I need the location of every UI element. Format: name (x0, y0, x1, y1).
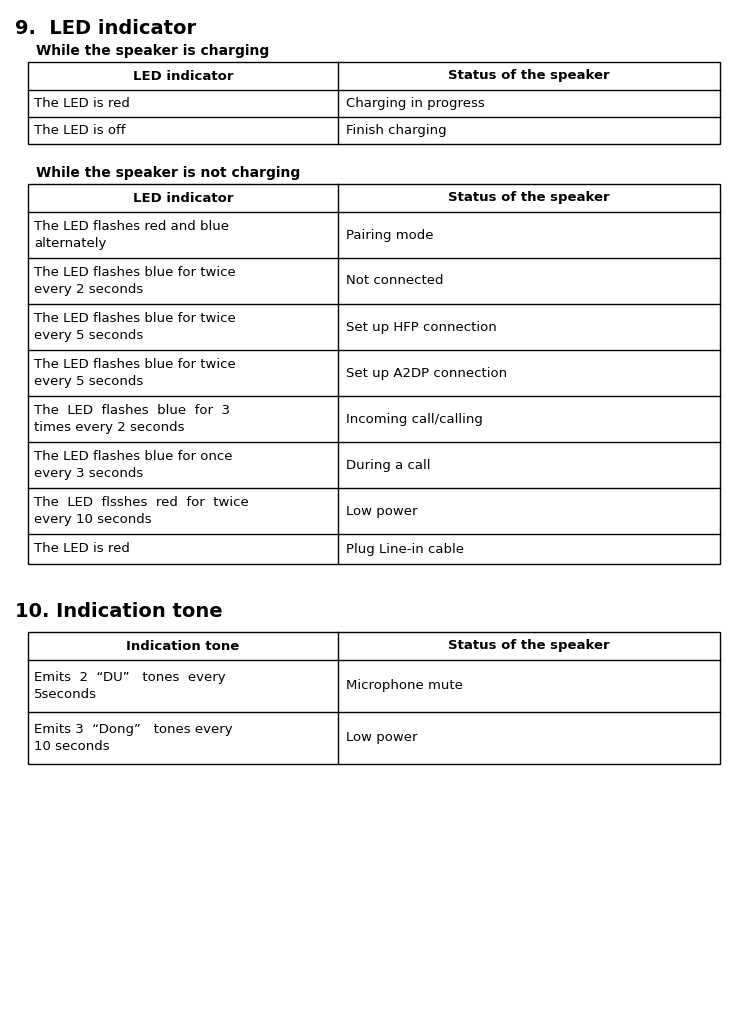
Text: The LED flashes blue for once
every 3 seconds: The LED flashes blue for once every 3 se… (34, 450, 233, 480)
Text: Status of the speaker: Status of the speaker (448, 640, 610, 653)
Text: Status of the speaker: Status of the speaker (448, 192, 610, 205)
Text: During a call: During a call (346, 458, 431, 471)
Bar (28, 62, 720, 90)
Text: The LED flashes blue for twice
every 5 seconds: The LED flashes blue for twice every 5 s… (34, 312, 236, 342)
Text: Indication tone: Indication tone (126, 640, 239, 653)
Text: Incoming call/calling: Incoming call/calling (346, 413, 483, 426)
Text: Set up HFP connection: Set up HFP connection (346, 321, 497, 334)
Text: Pairing mode: Pairing mode (346, 228, 434, 241)
Text: While the speaker is charging: While the speaker is charging (36, 44, 269, 58)
Text: LED indicator: LED indicator (132, 192, 233, 205)
Text: While the speaker is not charging: While the speaker is not charging (36, 166, 300, 180)
Text: 10. Indication tone: 10. Indication tone (15, 602, 223, 621)
Text: Microphone mute: Microphone mute (346, 679, 463, 692)
Bar (28, 184, 720, 564)
Text: Status of the speaker: Status of the speaker (448, 70, 610, 83)
Text: Plug Line-in cable: Plug Line-in cable (346, 543, 464, 556)
Text: The LED flashes red and blue
alternately: The LED flashes red and blue alternately (34, 220, 229, 250)
Text: The LED flashes blue for twice
every 5 seconds: The LED flashes blue for twice every 5 s… (34, 358, 236, 388)
Text: The  LED  flsshes  red  for  twice
every 10 seconds: The LED flsshes red for twice every 10 s… (34, 496, 249, 526)
Text: Emits  2  “DU”   tones  every
5seconds: Emits 2 “DU” tones every 5seconds (34, 671, 226, 701)
Text: The LED is red: The LED is red (34, 97, 130, 110)
Text: The  LED  flashes  blue  for  3
times every 2 seconds: The LED flashes blue for 3 times every 2… (34, 404, 230, 434)
Text: The LED flashes blue for twice
every 2 seconds: The LED flashes blue for twice every 2 s… (34, 266, 236, 296)
Text: Set up A2DP connection: Set up A2DP connection (346, 366, 507, 379)
Text: The LED is off: The LED is off (34, 124, 126, 137)
Text: LED indicator: LED indicator (132, 70, 233, 83)
Text: Low power: Low power (346, 732, 417, 745)
Text: 9.  LED indicator: 9. LED indicator (15, 19, 196, 38)
Text: Low power: Low power (346, 504, 417, 518)
Text: Emits 3  “Dong”   tones every
10 seconds: Emits 3 “Dong” tones every 10 seconds (34, 723, 233, 753)
Bar (28, 632, 720, 764)
Text: Charging in progress: Charging in progress (346, 97, 485, 110)
Text: Not connected: Not connected (346, 274, 444, 288)
Bar (28, 62, 720, 144)
Text: The LED is red: The LED is red (34, 543, 130, 556)
Text: Finish charging: Finish charging (346, 124, 447, 137)
